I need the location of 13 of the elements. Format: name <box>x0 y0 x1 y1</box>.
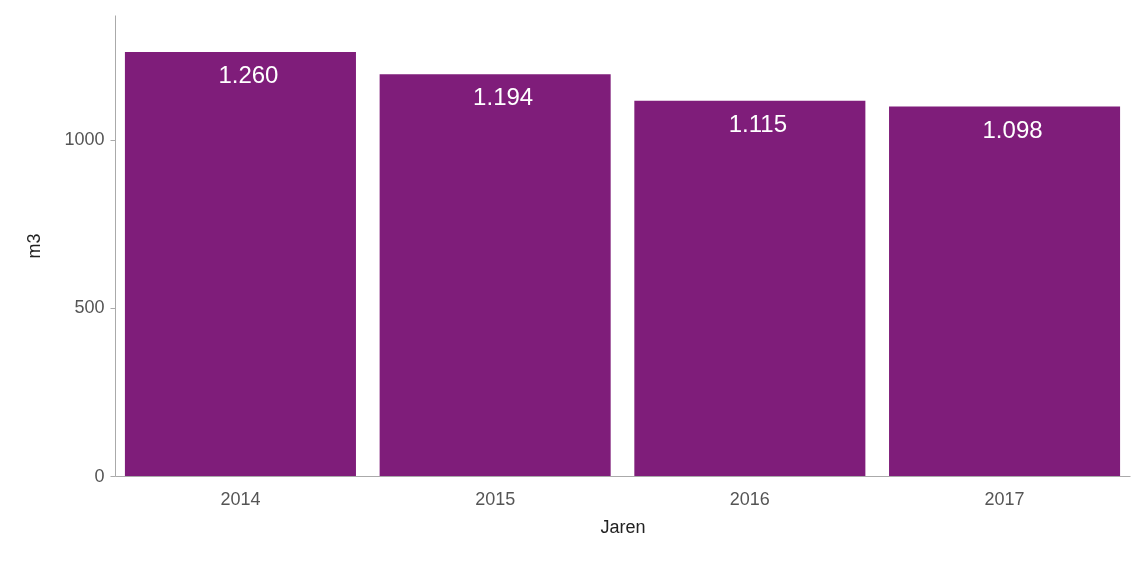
data-label: 1.098 <box>982 115 1043 143</box>
x-tick-label: 2015 <box>475 488 516 509</box>
x-tick-label: 2016 <box>729 488 770 509</box>
y-tick-label: 1000 <box>64 129 105 149</box>
x-tick-label: 2017 <box>984 488 1025 509</box>
y-tick-label: 500 <box>74 297 105 318</box>
y-tick-label: 0 <box>94 465 105 486</box>
y-axis-title: m3 <box>24 233 45 259</box>
data-label: 1.260 <box>218 61 279 89</box>
data-label: 1.115 <box>728 109 787 137</box>
x-tick-label: 2014 <box>220 488 261 509</box>
x-axis-title: Jaren <box>600 516 646 537</box>
data-label: 1.194 <box>473 83 534 111</box>
